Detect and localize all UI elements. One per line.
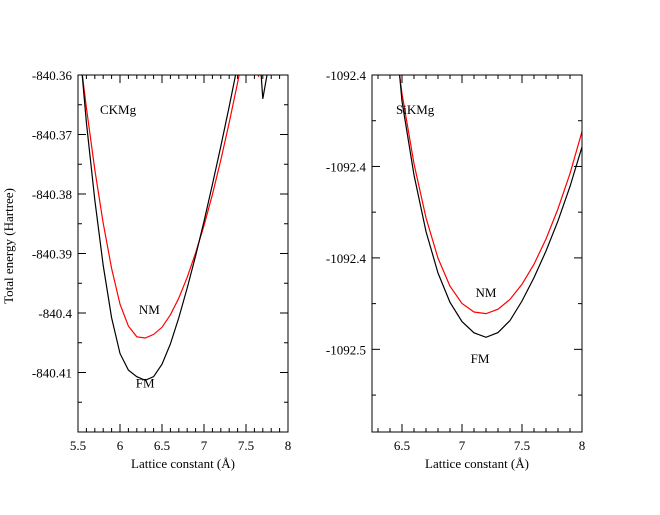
- panel-1-x-tick-label: 7: [201, 438, 208, 453]
- panel-2-x-tick-label: 7: [459, 438, 466, 453]
- panel-2: NM FM 6.5 7 7.5 8 -1092.4 -1092.4 -1092.4 -1092.5…: [326, 68, 585, 471]
- y-axis-title: Total energy (Hartree): [1, 188, 16, 304]
- panel-1-series-fm-label: FM: [136, 375, 155, 390]
- panel-1-x-tick-label: 6.5: [154, 438, 170, 453]
- panel-1-x-tick-label: 8: [285, 438, 292, 453]
- panel-2-series-nm-label: NM: [476, 285, 497, 300]
- panel-1-series-nm-label: NM: [139, 302, 160, 317]
- panel-1-y-tick-label: -840.4: [38, 306, 72, 321]
- panel-2-title: SiKMg: [396, 102, 435, 117]
- panel-2-plot-frame: [371, 74, 583, 433]
- panel-1-series-nm-line: [81, 75, 260, 339]
- panel-1-plot-frame: [77, 74, 289, 433]
- panel-2-y-tick-label: -1092.4: [326, 159, 367, 174]
- panel-2-y-tick-label: -1092.4: [326, 68, 367, 83]
- panel-2-series-nm-line: [399, 75, 582, 315]
- panel-2-series-fm-line: [399, 75, 582, 338]
- panel-1-title: CKMg: [100, 102, 137, 117]
- panel-1-y-tick-label: -840.41: [32, 366, 72, 381]
- panel-1-x-axis-title: Lattice constant (Å): [131, 456, 235, 471]
- panel-1-x-tick-label: 6: [117, 438, 124, 453]
- panel-1-y-tick-label: -840.37: [32, 128, 73, 143]
- panel-1-x-tick-label: 5.5: [70, 438, 86, 453]
- panel-1-y-tick-label: -840.39: [32, 247, 72, 262]
- panel-1-series-fm-line: [81, 75, 268, 381]
- panel-2-y-tick-label: -1092.5: [326, 343, 366, 358]
- panel-1-y-tick-label: -840.36: [32, 68, 73, 83]
- panel-2-x-axis-title: Lattice constant (Å): [425, 456, 529, 471]
- panel-2-y-tick-label: -1092.4: [326, 251, 367, 266]
- panel-2-x-tick-label: 8: [579, 438, 586, 453]
- panel-1-y-tick-label: -840.38: [32, 187, 72, 202]
- panel-2-x-tick-label: 7.5: [514, 438, 530, 453]
- panel-2-x-tick-label: 6.5: [394, 438, 410, 453]
- panel-1-x-tick-label: 7.5: [238, 438, 254, 453]
- panel-2-series-fm-label: FM: [471, 351, 490, 366]
- panel-1: NM FM 5.5 6 6.5 7 7.5 8 -840.36 -840.37 -840.38 -84…: [32, 68, 292, 471]
